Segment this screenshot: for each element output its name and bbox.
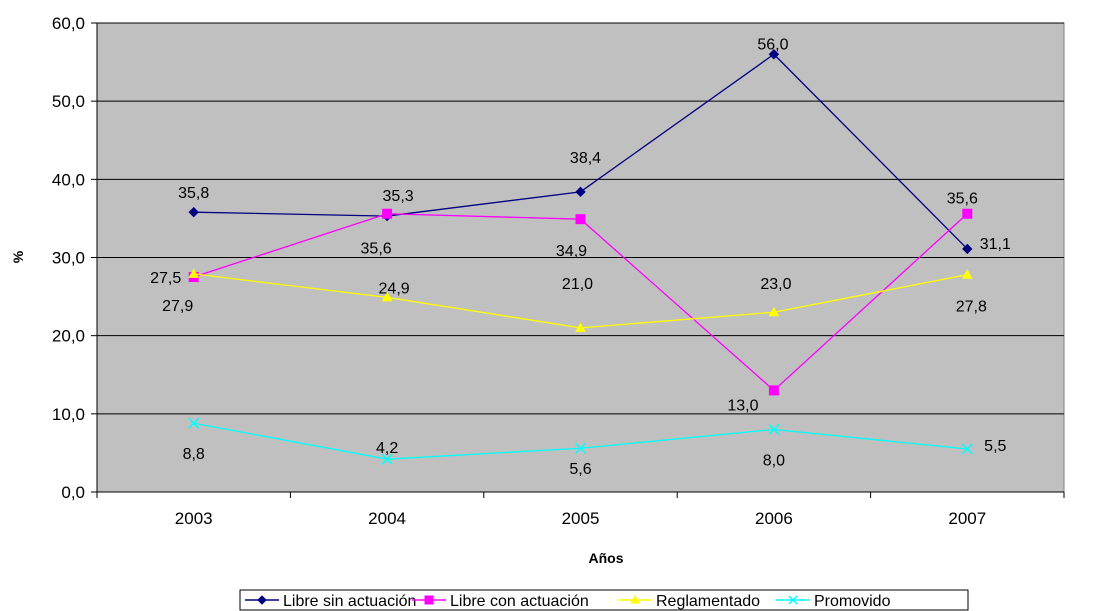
data-label: 35,8 (178, 185, 209, 202)
legend-label: Libre con actuación (450, 593, 589, 610)
series-group (188, 49, 973, 465)
data-point (768, 423, 780, 435)
data-point (381, 291, 393, 302)
data-label: 35,3 (383, 188, 414, 205)
marker-stroke (961, 443, 973, 455)
data-point (768, 49, 780, 60)
marker-stroke (574, 442, 587, 454)
x-tick-label: 2006 (755, 509, 793, 528)
x-tick-labels: 2003 2004 2005 2006 2007 (175, 509, 986, 528)
x-tick-label: 2007 (948, 509, 986, 528)
y-axis-title: % (10, 250, 26, 263)
marker-stroke (188, 417, 200, 429)
data-label: 27,5 (150, 270, 181, 287)
marker-stroke (788, 595, 798, 605)
data-label: 13,0 (727, 397, 758, 414)
data-point (961, 269, 973, 279)
legend-marker (788, 595, 798, 605)
data-point (188, 268, 200, 278)
legend-label: Promovido (814, 593, 891, 610)
data-point (188, 417, 200, 429)
data-point (768, 385, 779, 396)
data-label: 56,0 (757, 36, 788, 53)
data-label: 5,6 (569, 461, 591, 478)
data-label: 31,1 (980, 236, 1011, 253)
legend-marker (630, 594, 640, 604)
data-point (575, 186, 586, 198)
legend-marker (424, 595, 434, 605)
legend-item: Libre sin actuación (245, 593, 416, 610)
data-label: 27,9 (162, 298, 193, 315)
data-point (962, 243, 973, 255)
data-point (575, 214, 586, 225)
y-tick-label: 0,0 (61, 483, 85, 502)
data-label: 4,2 (376, 440, 398, 457)
data-point (188, 206, 199, 218)
legend-item: Reglamentado (618, 593, 760, 610)
y-tick-label: 30,0 (52, 249, 85, 268)
marker-stroke (768, 423, 780, 435)
x-tick-label: 2003 (175, 509, 213, 528)
x-axis-title: Años (589, 550, 624, 566)
data-labels: 35,8 35,3 38,4 56,0 31,1 27,5 35,6 34,9 13,0 35,6… (150, 36, 1011, 478)
data-point (574, 442, 587, 454)
legend-marker (257, 595, 267, 605)
legend-label: Libre sin actuación (283, 593, 416, 610)
gridlines (97, 22, 1064, 415)
x-tick-label: 2005 (562, 509, 600, 528)
data-label: 24,9 (379, 280, 410, 297)
legend-item: Promovido (776, 593, 891, 610)
data-point (962, 208, 973, 219)
legend-box (239, 589, 969, 611)
y-tick-label: 40,0 (52, 170, 85, 189)
data-label: 38,4 (570, 150, 601, 167)
data-point (961, 443, 973, 455)
y-tick-label: 20,0 (52, 327, 85, 346)
data-label: 34,9 (556, 243, 587, 260)
x-tick-label: 2004 (368, 509, 406, 528)
y-tick-labels: 0,0 10,0 20,0 30,0 40,0 50,0 60,0 (52, 14, 85, 502)
data-label: 21,0 (562, 276, 593, 293)
data-label: 23,0 (760, 276, 791, 293)
data-point (575, 322, 586, 332)
data-point (382, 208, 393, 219)
marker-stroke (381, 453, 393, 465)
y-tick-label: 10,0 (52, 405, 85, 424)
y-tick-label: 50,0 (52, 92, 85, 111)
data-label: 8,8 (183, 446, 205, 463)
y-tick-label: 60,0 (52, 14, 85, 33)
data-label: 35,6 (361, 241, 392, 258)
legend: Libre sin actuación Libre con actuación Re… (239, 589, 969, 611)
legend-label: Reglamentado (656, 593, 760, 610)
axes (91, 22, 1065, 498)
data-label: 35,6 (947, 191, 978, 208)
legend-item: Libre con actuación (412, 593, 589, 610)
data-label: 5,5 (984, 438, 1006, 455)
data-point (768, 306, 780, 317)
data-label: 8,0 (763, 452, 785, 469)
data-point (381, 453, 393, 465)
data-label: 27,8 (956, 299, 987, 316)
